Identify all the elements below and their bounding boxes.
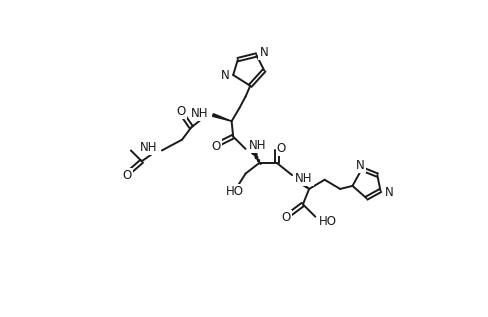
Text: O: O (281, 211, 290, 224)
Text: O: O (176, 105, 185, 118)
Text: NH: NH (295, 172, 312, 185)
Text: N: N (220, 69, 229, 82)
Text: NH: NH (140, 141, 157, 154)
Text: N: N (259, 46, 268, 59)
Text: N: N (355, 158, 364, 171)
Text: O: O (276, 142, 285, 155)
Text: HO: HO (225, 185, 243, 198)
Text: NH: NH (190, 107, 208, 120)
Polygon shape (212, 114, 231, 121)
Text: N: N (384, 185, 393, 198)
Text: O: O (211, 140, 220, 153)
Text: O: O (122, 169, 131, 182)
Polygon shape (297, 180, 308, 189)
Text: NH: NH (248, 139, 265, 152)
Text: HO: HO (318, 215, 336, 228)
